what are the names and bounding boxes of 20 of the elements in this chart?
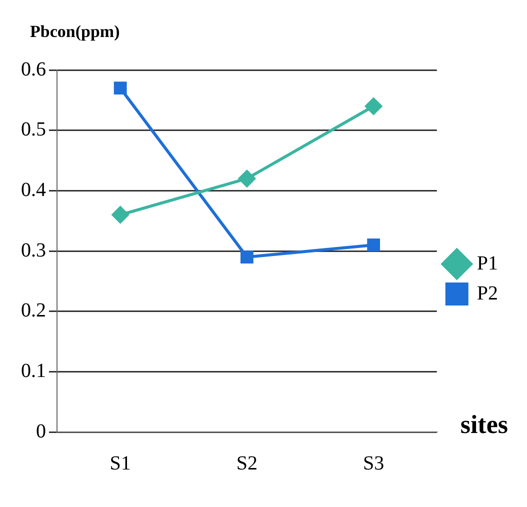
legend-label: P1 [476, 252, 498, 274]
y-tick-label: 0.4 [21, 178, 46, 201]
x-tick-label: S1 [110, 452, 131, 474]
x-tick-label: S3 [363, 452, 384, 474]
point [367, 238, 380, 252]
y-tick-label: 0.3 [21, 239, 46, 262]
x-axis-title: sites [460, 410, 508, 440]
point [238, 170, 256, 188]
legend-label: P2 [476, 282, 498, 304]
y-tick-label: 0.1 [21, 360, 46, 382]
y-tick-label: 0.2 [21, 300, 46, 322]
point [240, 250, 254, 264]
point [114, 82, 127, 95]
x-tick-label: S2 [236, 452, 258, 474]
y-tick-label: 0 [36, 420, 46, 442]
y-tick-label: 0.6 [21, 58, 46, 80]
point [112, 206, 129, 224]
point [365, 98, 382, 115]
y-tick-label: 0.5 [21, 118, 46, 141]
y-axis-title: Pbcon(ppm) [30, 22, 120, 42]
